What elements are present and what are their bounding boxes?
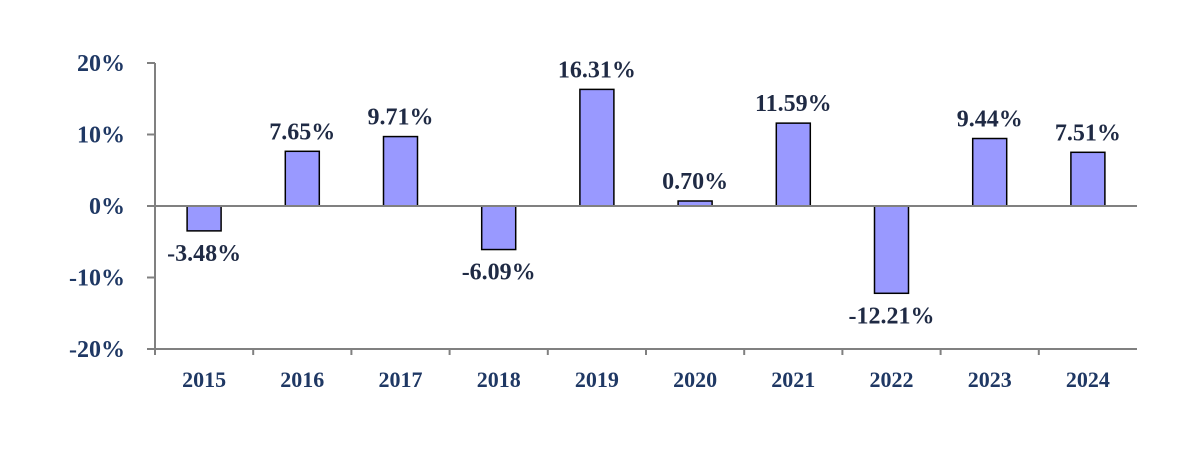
x-tick-label: 2019 xyxy=(575,367,619,392)
data-label: 11.59% xyxy=(755,91,832,117)
data-label: 9.71% xyxy=(368,105,434,131)
y-tick-label: -20% xyxy=(69,337,125,363)
bar-2024 xyxy=(1070,151,1106,207)
x-tick-label: 2020 xyxy=(673,367,717,392)
x-axis: 2015 2016 2017 2018 2019 2020 2021 2022 2023 2024 xyxy=(154,348,1137,392)
data-label: 0.70% xyxy=(662,169,728,195)
x-tick-label: 2017 xyxy=(379,367,423,392)
bar-2022 xyxy=(873,205,910,295)
data-label: -12.21% xyxy=(849,303,935,329)
data-label: 9.44% xyxy=(957,107,1023,133)
x-tick-label: 2021 xyxy=(771,367,815,392)
y-tick-label: 20% xyxy=(77,51,125,77)
x-tick-label: 2022 xyxy=(870,367,914,392)
y-tick-label: -10% xyxy=(69,266,125,292)
data-label: -6.09% xyxy=(462,260,536,286)
data-label: 7.51% xyxy=(1055,120,1121,146)
x-tick-label: 2015 xyxy=(182,367,226,392)
data-label: 16.31% xyxy=(558,57,636,83)
bar-2016 xyxy=(284,150,321,207)
x-tick-label: 2016 xyxy=(280,367,324,392)
bar-2017 xyxy=(382,135,419,207)
bar-2023 xyxy=(971,137,1008,207)
x-tick-label: 2024 xyxy=(1066,367,1110,392)
y-tick-label: 0% xyxy=(89,194,125,220)
x-tick-label: 2023 xyxy=(968,367,1012,392)
y-tick-label: 10% xyxy=(77,123,125,149)
bar-2021 xyxy=(775,122,812,207)
data-labels: -3.48% 7.65% 9.71% -6.09% 16.31% 0.70% 11.59% -… xyxy=(167,57,1121,329)
bar-2015 xyxy=(186,205,222,232)
data-label: 7.65% xyxy=(269,119,335,145)
bar-2019 xyxy=(579,88,615,207)
x-tick-label: 2018 xyxy=(477,367,521,392)
bar-2018 xyxy=(480,205,517,251)
y-axis: 20% 10% 0% -10% -20% xyxy=(69,51,156,363)
data-label: -3.48% xyxy=(167,241,241,267)
